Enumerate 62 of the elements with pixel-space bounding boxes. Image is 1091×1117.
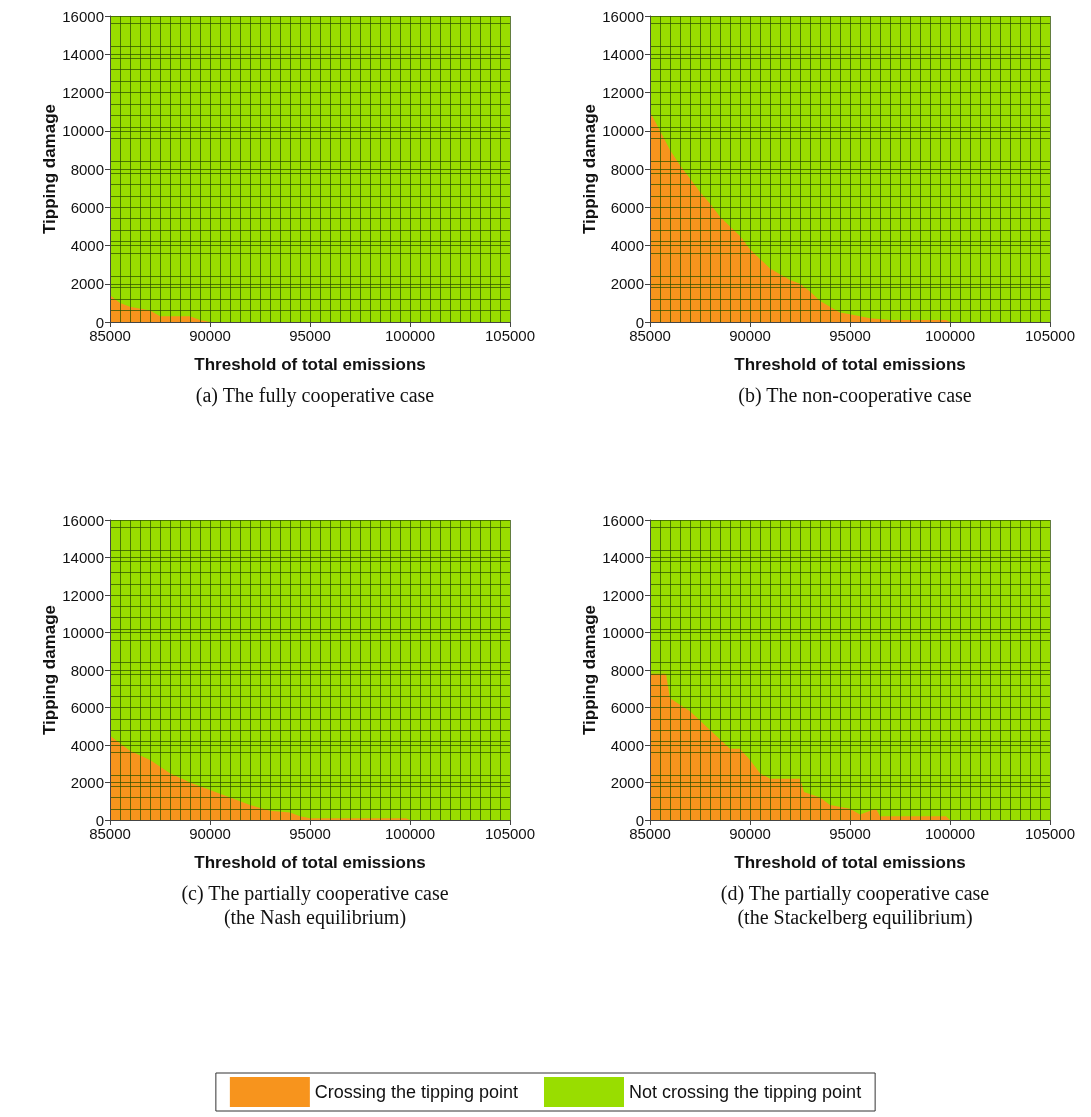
y-tick-label: 14000 — [602, 45, 644, 63]
y-axis-title: Tipping damage — [580, 604, 599, 736]
y-tick-label: 8000 — [610, 661, 644, 679]
y-tick-label: 14000 — [62, 549, 104, 566]
legend-label: Crossing the tipping point — [314, 1082, 518, 1102]
text: (d) The partially cooperative case (the Stackelberg equilibrium) — [720, 882, 990, 929]
x-tick-label: 105000 — [484, 825, 536, 842]
y-tick-label: 6000 — [610, 699, 644, 716]
x-tick-label: 90000 — [729, 327, 771, 344]
y-tick-label: 12000 — [62, 586, 104, 604]
x-tick-label: 105000 — [1024, 825, 1076, 842]
x-tick-label: 100000 — [924, 327, 976, 344]
y-tick-label: 16000 — [62, 7, 104, 25]
legend-label: Not crossing the tipping point — [628, 1082, 862, 1102]
x-axis-title: Threshold of total emissions — [194, 355, 426, 374]
y-tick-label: 6000 — [70, 198, 104, 216]
x-tick-label: 100000 — [384, 825, 436, 842]
y-tick-label: 2000 — [610, 774, 644, 791]
x-tick-label: 90000 — [729, 825, 771, 842]
y-tick-label: 2000 — [70, 275, 104, 293]
y-tick-label: 14000 — [62, 45, 104, 63]
y-tick-label: 10000 — [602, 122, 644, 140]
x-axis-title: Threshold of total emissions — [734, 853, 966, 872]
x-tick-label: 90000 — [189, 825, 231, 842]
x-tick-label: 95000 — [289, 327, 331, 344]
y-tick-label: 12000 — [602, 586, 644, 604]
y-tick-label: 10000 — [602, 624, 644, 641]
y-tick-label: 4000 — [610, 736, 644, 754]
y-tick-label: 10000 — [62, 122, 104, 140]
y-axis-title: Tipping damage — [40, 103, 59, 235]
y-tick-label: 6000 — [70, 699, 104, 716]
y-tick-label: 12000 — [602, 84, 644, 101]
y-tick-label: 8000 — [70, 160, 104, 178]
y-tick-label: 12000 — [62, 84, 104, 101]
y-tick-label: 6000 — [610, 198, 644, 216]
y-tick-label: 2000 — [70, 774, 104, 791]
text: (b) The non-cooperative case — [738, 384, 972, 407]
x-tick-label: 95000 — [829, 327, 871, 344]
x-axis-title: Threshold of total emissions — [194, 853, 426, 872]
x-tick-label: 95000 — [289, 825, 331, 842]
x-tick-label: 100000 — [924, 825, 976, 842]
x-tick-label: 95000 — [829, 825, 871, 842]
x-axis-title: Threshold of total emissions — [734, 355, 966, 374]
y-tick-label: 14000 — [602, 549, 644, 566]
y-tick-label: 4000 — [610, 237, 644, 254]
y-tick-label: 2000 — [610, 275, 644, 293]
y-tick-label: 8000 — [70, 661, 104, 679]
y-tick-label: 8000 — [610, 160, 644, 178]
x-tick-label: 105000 — [1024, 327, 1076, 344]
x-tick-label: 105000 — [484, 327, 536, 344]
y-tick-label: 10000 — [62, 624, 104, 641]
text: (c) The partially cooperative case (the Nash equilibrium) — [181, 882, 449, 929]
y-axis-title: Tipping damage — [580, 103, 599, 235]
y-tick-label: 16000 — [602, 7, 644, 25]
y-tick-label: 16000 — [602, 511, 644, 529]
text: (a) The fully cooperative case — [195, 384, 435, 407]
x-tick-label: 100000 — [384, 327, 436, 344]
x-tick-label: 90000 — [189, 327, 231, 344]
y-tick-label: 16000 — [62, 511, 104, 529]
y-tick-label: 4000 — [70, 736, 104, 754]
y-tick-label: 4000 — [70, 237, 104, 254]
y-axis-title: Tipping damage — [40, 604, 59, 736]
